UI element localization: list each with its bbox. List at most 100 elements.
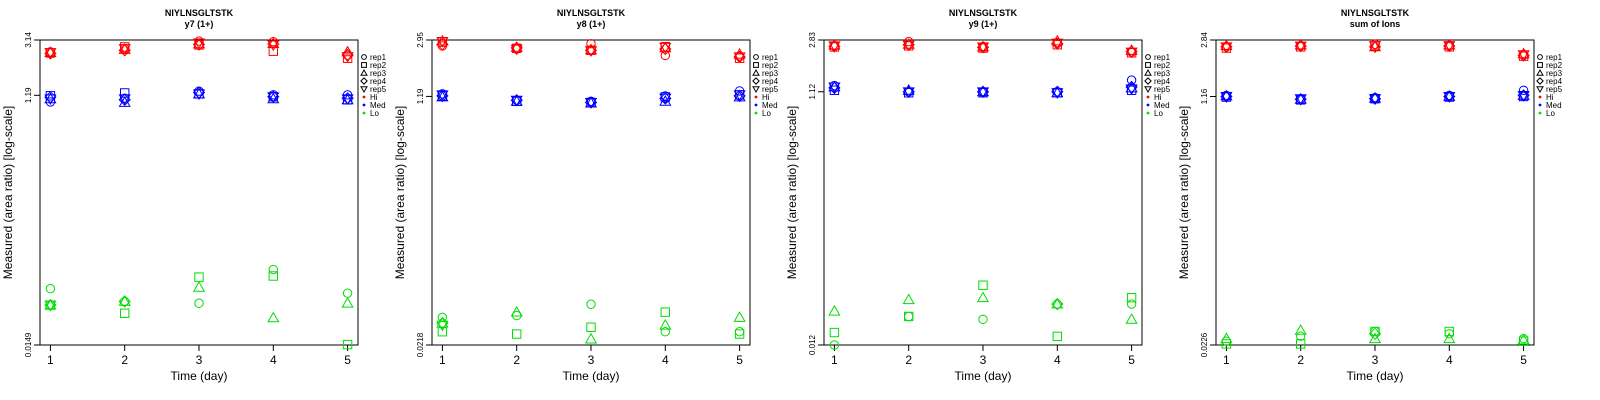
data-point-hi-rep5 [267, 40, 280, 52]
data-point-med-rep5 [267, 92, 280, 104]
data-point-lo-rep3 [828, 304, 841, 316]
data-point-med-rep5 [510, 95, 523, 107]
data-point-hi-rep5 [118, 44, 131, 55]
data-point-lo-rep3 [1294, 324, 1307, 335]
x-tick-label: 5 [1520, 353, 1527, 367]
legend-symbol-rep3 [1144, 68, 1152, 76]
legend-label-rep4: rep4 [1154, 77, 1171, 86]
legend-label-lo: Lo [370, 109, 379, 118]
data-point-hi-rep5 [1125, 47, 1138, 59]
data-point-hi-rep3 [510, 41, 523, 52]
data-point-med-rep1 [45, 97, 56, 107]
data-point-hi-rep3 [1220, 39, 1233, 51]
chart-title: NIYLNSGLTSTK [557, 8, 626, 18]
legend-label-med: Med [370, 101, 386, 110]
data-point-hi-rep5 [1220, 42, 1233, 54]
data-point-hi-rep3 [1294, 38, 1307, 50]
x-tick-label: 4 [1446, 353, 1453, 367]
data-point-lo-rep3 [976, 291, 990, 303]
data-point-med-rep5 [341, 94, 354, 106]
legend-label-med: Med [762, 101, 778, 110]
legend-symbol-hi [1538, 95, 1542, 99]
data-point-lo-rep1 [1296, 331, 1306, 341]
data-point-hi-rep3 [902, 38, 915, 49]
x-tick-label: 1 [831, 353, 838, 367]
data-point-lo-rep1 [45, 284, 56, 294]
legend-symbol-rep2 [753, 62, 759, 68]
data-point-lo-rep2 [978, 280, 988, 290]
legend-symbol-rep1 [1145, 54, 1151, 60]
y-tick-label: 1.12 [808, 83, 817, 99]
y-tick-label: 1.19 [416, 88, 425, 104]
data-point-lo-rep3 [341, 296, 354, 308]
data-point-lo-rep2 [1444, 326, 1454, 337]
legend-label-med: Med [1546, 101, 1562, 110]
data-point-med-rep5 [1443, 92, 1456, 103]
legend-label-rep5: rep5 [1546, 85, 1563, 94]
data-point-med-rep2 [829, 85, 840, 95]
data-point-hi-rep5 [192, 38, 206, 50]
data-point-hi-rep5 [659, 42, 672, 54]
data-point-lo-rep3 [584, 332, 598, 344]
y-tick-label: 0.012 [808, 334, 817, 355]
x-tick-label: 3 [980, 353, 987, 367]
y-axis-label: Measured (area ratio) [log-scale] [393, 106, 407, 279]
data-point-lo-rep1 [194, 298, 204, 308]
data-point-lo-rep3 [1443, 332, 1456, 344]
x-tick-label: 2 [1297, 353, 1304, 367]
data-point-hi-rep3 [267, 37, 280, 48]
data-point-med-rep1 [1518, 85, 1529, 95]
chart-title: NIYLNSGLTSTK [165, 8, 234, 18]
legend-label-rep4: rep4 [1546, 77, 1563, 86]
data-point-lo-rep3 [267, 311, 280, 323]
data-point-hi-rep5 [902, 40, 915, 52]
x-tick-label: 4 [1054, 353, 1061, 367]
data-point-med-rep5 [118, 94, 131, 106]
data-point-lo-rep3 [902, 293, 915, 305]
x-tick-label: 2 [121, 353, 128, 367]
y-tick-label: 0.0218 [416, 332, 425, 357]
data-point-lo-rep3 [436, 316, 449, 328]
data-point-lo-rep2 [1052, 331, 1062, 342]
legend-symbol-lo [1538, 111, 1542, 115]
data-point-hi-rep5 [1368, 41, 1382, 52]
y-axis-label: Measured (area ratio) [log-scale] [1177, 106, 1191, 279]
chart-subtitle: y7 (1+) [185, 19, 214, 29]
data-point-hi-rep3 [976, 40, 990, 52]
data-point-lo-rep2 [268, 271, 278, 281]
data-point-hi-rep5 [976, 42, 990, 54]
data-point-med-rep3 [1443, 90, 1456, 101]
data-point-lo-rep3 [192, 281, 206, 292]
data-point-lo-rep1 [660, 327, 670, 337]
legend-symbol-rep4 [1536, 77, 1544, 85]
legend-label-hi: Hi [1546, 93, 1554, 102]
plot-frame [431, 39, 751, 346]
y-tick-label: 0.0226 [1200, 332, 1209, 357]
chart-title: NIYLNSGLTSTK [949, 8, 1018, 18]
data-point-med-rep5 [1125, 84, 1138, 96]
x-tick-label: 5 [736, 353, 743, 367]
legend-symbol-med [1146, 103, 1150, 107]
legend-label-rep3: rep3 [370, 69, 387, 78]
data-point-med-rep3 [828, 80, 841, 92]
x-axis-label: Time (day) [955, 369, 1012, 383]
x-tick-label: 4 [270, 353, 277, 367]
data-point-med-rep3 [1220, 89, 1233, 101]
legend-label-rep5: rep5 [370, 85, 387, 94]
y-tick-label: 3.14 [24, 32, 33, 48]
legend-symbol-rep5 [752, 86, 760, 94]
data-point-med-rep3 [118, 96, 131, 107]
x-tick-label: 1 [1223, 353, 1230, 367]
data-point-lo-rep2 [586, 322, 596, 332]
data-point-lo-rep3 [659, 318, 672, 330]
data-point-lo-rep1 [268, 264, 278, 275]
data-point-hi-rep2 [586, 45, 596, 55]
legend-label-rep3: rep3 [1546, 69, 1563, 78]
x-axis-label: Time (day) [171, 369, 228, 383]
data-point-med-rep3 [659, 95, 672, 106]
legend-symbol-hi [362, 95, 366, 99]
legend-symbol-lo [362, 111, 366, 115]
